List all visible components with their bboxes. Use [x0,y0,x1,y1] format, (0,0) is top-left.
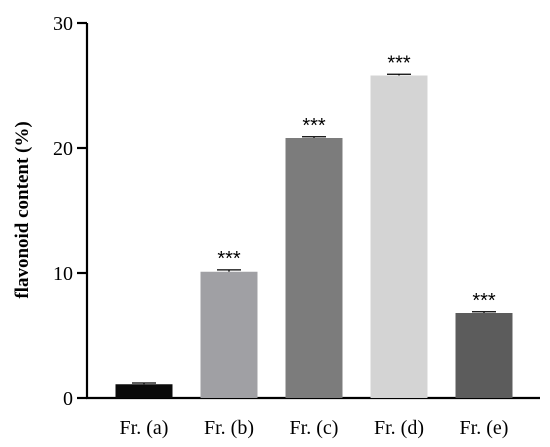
bar [200,271,258,398]
y-tick-label: 10 [53,263,73,285]
bar [115,384,173,398]
bar [455,313,513,398]
y-tick-label: 20 [53,138,73,160]
bar [370,75,428,398]
x-tick-label: Fr. (c) [290,417,339,439]
bars [115,73,513,398]
y-tick-label: 0 [63,388,73,410]
bar [285,138,343,398]
y-axis-title: flavonoid content (%) [12,121,33,298]
x-tick-label: Fr. (e) [460,417,509,439]
x-tick-label: Fr. (d) [374,417,424,439]
significance-label: *** [217,248,241,270]
significance-label: *** [387,52,411,74]
x-tick-label: Fr. (b) [204,417,254,439]
labels: 0 10 20 30 Fr. (a) Fr. (b) *** Fr. (c) *** Fr. (d… [53,13,508,439]
significance-label: *** [472,290,496,312]
significance-label: *** [302,115,326,137]
x-tick-label: Fr. (a) [120,417,169,439]
y-tick-label: 30 [53,13,73,35]
